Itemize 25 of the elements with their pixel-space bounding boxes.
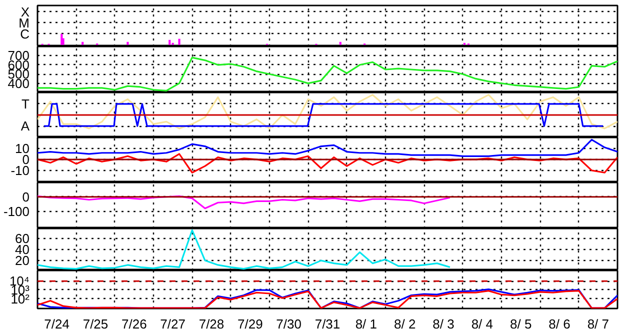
text: T [22,96,30,112]
line-series [38,229,451,270]
x-tick-label: 7/30 [276,316,302,332]
x-tick-label: 7/24 [44,316,70,332]
x-tick-label: 8/ 1 [355,316,378,332]
x-tick-label: 7/27 [160,316,186,332]
y-tick-label: -100 [3,204,30,219]
y-tick-label: 10 [15,140,30,156]
line-series [38,195,451,210]
x-tick-label: 7/25 [82,316,108,332]
x-tick-label: 8/ 6 [548,316,570,332]
x-tick-label: 8/ 3 [432,316,454,332]
x-tick-label: 8/ 5 [510,316,532,332]
x-tick-label: 7/28 [198,316,224,332]
y-tick-label: 0 [22,189,30,204]
text: A [20,118,30,134]
x-tick-label: 8/ 7 [587,316,610,332]
line-series [38,138,618,157]
x-tick-label: 8/ 2 [394,316,416,332]
x-tick-label: 7/29 [238,316,263,332]
x-tick-label: 7/31 [314,316,340,332]
x-tick-label: 7/26 [122,316,147,332]
line-series [38,56,618,92]
x-tick-label: 8/ 4 [471,316,494,332]
line-series [38,153,618,174]
